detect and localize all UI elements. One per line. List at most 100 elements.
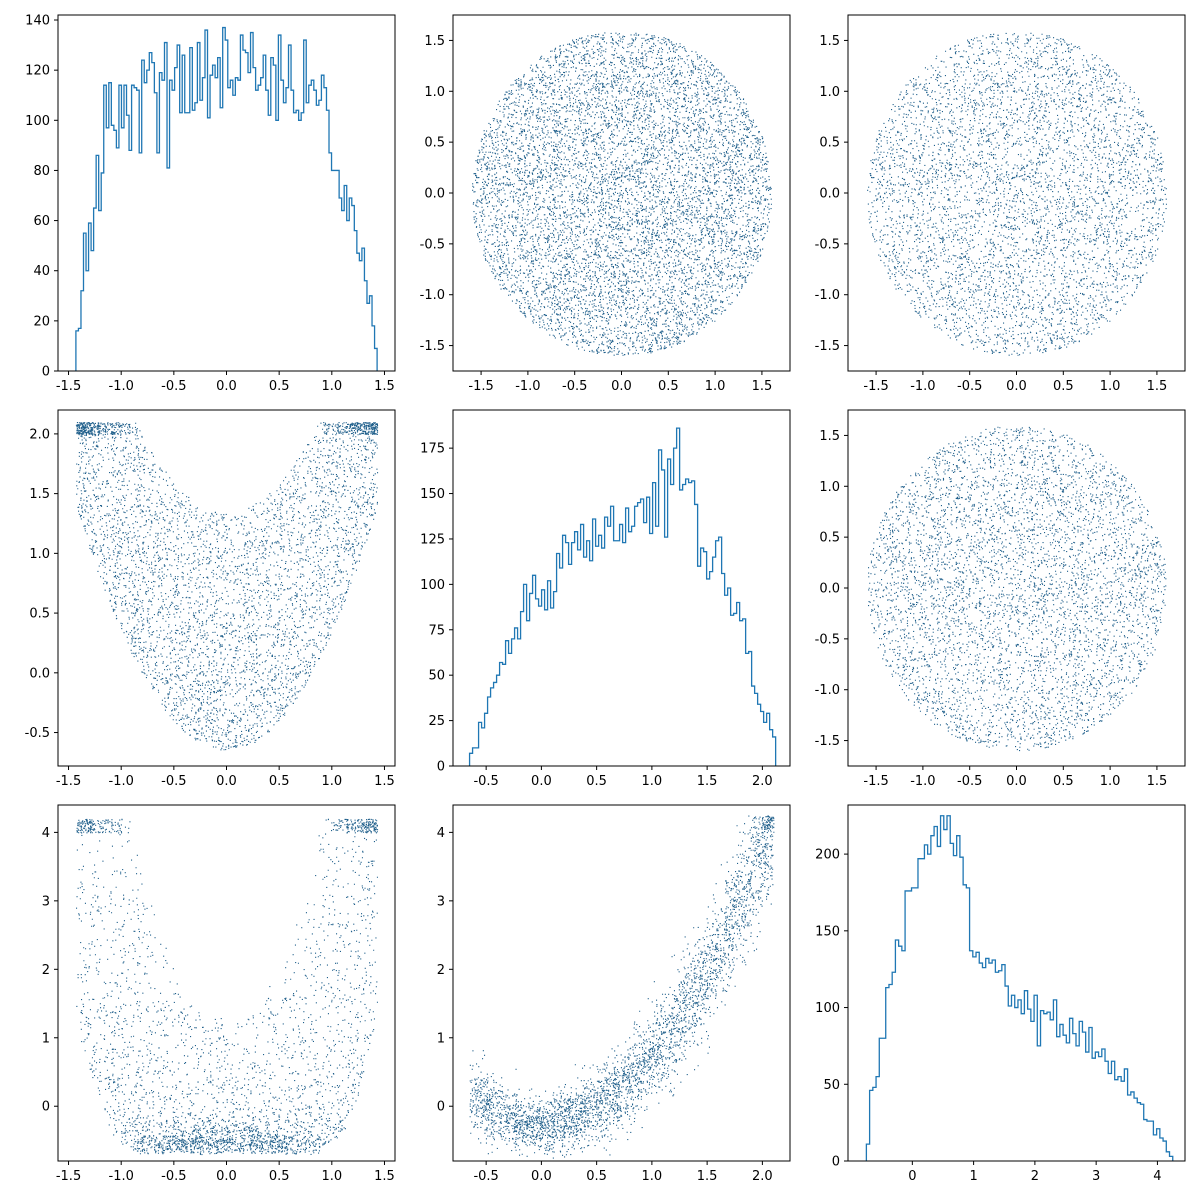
y-tick-label: 1 bbox=[437, 1031, 445, 1046]
x-tick-label: 1 bbox=[969, 1169, 977, 1184]
x-tick-label: -0.5 bbox=[562, 379, 587, 394]
panel-scatter-x3-vs-x2: -1.5 -1.0 -0.5 0.0 0.5 1.0 1.5 -1.5 -1.0 -0.5 0.0 0… bbox=[815, 409, 1186, 789]
x-tick-label: 0.0 bbox=[216, 1169, 237, 1184]
y-tick-label: 1.5 bbox=[819, 34, 840, 49]
y-tick-label: 100 bbox=[815, 1001, 840, 1016]
x-tick-label: -1.0 bbox=[109, 379, 134, 394]
scatter-points bbox=[472, 32, 772, 356]
y-tick-label: 0 bbox=[832, 1155, 840, 1170]
x-tick-label: 0.0 bbox=[216, 379, 237, 394]
x-tick-label: -0.5 bbox=[161, 774, 186, 789]
y-tick-label: 1.5 bbox=[819, 429, 840, 444]
histogram-step-line bbox=[865, 815, 1174, 1161]
panel-hist-x1: -1.5 -1.0 -0.5 0.0 0.5 1.0 1.5 0 20 40 60 80 100 120 1… bbox=[25, 14, 396, 394]
y-tick-label: -1.5 bbox=[815, 339, 840, 354]
panel-hist-x2: -0.5 0.0 0.5 1.0 1.5 2.0 0 25 50 75 100 125 150 175 bbox=[420, 409, 791, 789]
axes-frame bbox=[57, 804, 396, 1162]
y-tick-label: 1.0 bbox=[29, 547, 50, 562]
panel-hist-z: 0 1 2 3 4 0 50 100 150 200 bbox=[815, 804, 1186, 1184]
x-tick-label: 2 bbox=[1031, 1169, 1039, 1184]
plot-area bbox=[468, 427, 777, 766]
y-tick-label: 20 bbox=[33, 314, 50, 329]
x-tick-label: 0.5 bbox=[586, 1169, 607, 1184]
x-tick-label: 1.5 bbox=[752, 379, 773, 394]
x-tick-label: 1.0 bbox=[705, 379, 726, 394]
plot-area bbox=[472, 32, 772, 356]
y-tick-label: 0.5 bbox=[424, 136, 445, 151]
plot-area bbox=[76, 818, 379, 1156]
y-tick-label: 2.0 bbox=[29, 427, 50, 442]
y-tick-label: 100 bbox=[25, 114, 50, 129]
x-tick-label: 0.5 bbox=[1053, 774, 1074, 789]
x-tick-label: 0.0 bbox=[1006, 774, 1027, 789]
y-tick-label: 150 bbox=[815, 924, 840, 939]
y-tick-label: -1.5 bbox=[420, 339, 445, 354]
x-tick-label: 1.5 bbox=[374, 379, 395, 394]
y-tick-label: 120 bbox=[25, 64, 50, 79]
panel-scatter-x1-vs-z: -1.5 -1.0 -0.5 0.0 0.5 1.0 1.5 0 1 2 3 4 bbox=[42, 804, 396, 1184]
y-tick-label: 1.0 bbox=[819, 85, 840, 100]
y-tick-label: 0 bbox=[437, 760, 445, 775]
y-tick-label: -1.0 bbox=[815, 288, 840, 303]
y-tick-label: 50 bbox=[428, 669, 445, 684]
x-tick-label: 3 bbox=[1092, 1169, 1100, 1184]
y-tick-label: 3 bbox=[42, 894, 50, 909]
y-tick-label: 1.5 bbox=[424, 34, 445, 49]
plot-area bbox=[469, 815, 775, 1159]
axes-frame bbox=[57, 409, 396, 767]
plot-area bbox=[865, 815, 1174, 1161]
y-tick-label: 1.0 bbox=[424, 85, 445, 100]
y-tick-label: 140 bbox=[25, 14, 50, 29]
x-tick-label: -1.5 bbox=[863, 379, 888, 394]
x-tick-label: -1.0 bbox=[910, 379, 935, 394]
y-tick-label: -1.0 bbox=[815, 683, 840, 698]
x-tick-label: 1.5 bbox=[697, 1169, 718, 1184]
y-tick-label: 1.5 bbox=[29, 487, 50, 502]
y-tick-label: 75 bbox=[428, 623, 445, 638]
panel-scatter-x3-vs-x1: -1.5 -1.0 -0.5 0.0 0.5 1.0 1.5 -1.5 -1.0 -0.5 0.0 0… bbox=[815, 14, 1186, 394]
x-tick-label: -1.0 bbox=[109, 774, 134, 789]
y-tick-label: -1.0 bbox=[420, 288, 445, 303]
x-tick-label: -0.5 bbox=[473, 774, 498, 789]
axes-frame bbox=[452, 409, 791, 767]
x-tick-label: 1.0 bbox=[321, 379, 342, 394]
x-tick-label: -1.5 bbox=[56, 774, 81, 789]
x-tick-label: -1.5 bbox=[56, 1169, 81, 1184]
scatter-points bbox=[76, 818, 379, 1156]
y-tick-label: 1.0 bbox=[819, 480, 840, 495]
y-tick-label: 0.5 bbox=[819, 531, 840, 546]
x-tick-label: 1.0 bbox=[1100, 379, 1121, 394]
x-tick-label: 1.5 bbox=[374, 774, 395, 789]
y-tick-label: 0 bbox=[437, 1100, 445, 1115]
y-tick-label: 1 bbox=[42, 1031, 50, 1046]
y-tick-label: 100 bbox=[420, 578, 445, 593]
axes-frame bbox=[847, 804, 1186, 1162]
y-tick-label: 125 bbox=[420, 532, 445, 547]
x-tick-label: -0.5 bbox=[161, 379, 186, 394]
x-tick-label: -0.5 bbox=[957, 774, 982, 789]
axes-frame bbox=[452, 804, 791, 1162]
y-tick-label: 0.0 bbox=[29, 666, 50, 681]
x-tick-label: 1.0 bbox=[1100, 774, 1121, 789]
x-tick-label: -1.0 bbox=[109, 1169, 134, 1184]
x-tick-label: 0.0 bbox=[1006, 379, 1027, 394]
y-tick-label: -1.5 bbox=[815, 734, 840, 749]
x-tick-label: 0.0 bbox=[531, 1169, 552, 1184]
x-tick-label: 1.5 bbox=[1147, 379, 1168, 394]
x-tick-label: -1.5 bbox=[863, 774, 888, 789]
y-tick-label: 50 bbox=[823, 1078, 840, 1093]
plot-area bbox=[867, 32, 1167, 356]
x-tick-label: -1.5 bbox=[56, 379, 81, 394]
x-tick-label: 1.0 bbox=[321, 774, 342, 789]
x-tick-label: 1.0 bbox=[642, 1169, 663, 1184]
x-tick-label: 1.5 bbox=[1147, 774, 1168, 789]
x-tick-label: 0.5 bbox=[586, 774, 607, 789]
x-tick-label: 2.0 bbox=[752, 1169, 773, 1184]
y-tick-label: -0.5 bbox=[420, 237, 445, 252]
scatter-points bbox=[75, 422, 379, 751]
panel-scatter-x2-vs-x1: -1.5 -1.0 -0.5 0.0 0.5 1.0 1.5 -1.5 -1.0 -0.5 0.0 0… bbox=[420, 14, 791, 394]
scatter-points bbox=[867, 32, 1167, 356]
plot-area bbox=[868, 426, 1167, 752]
x-tick-label: 2.0 bbox=[752, 774, 773, 789]
